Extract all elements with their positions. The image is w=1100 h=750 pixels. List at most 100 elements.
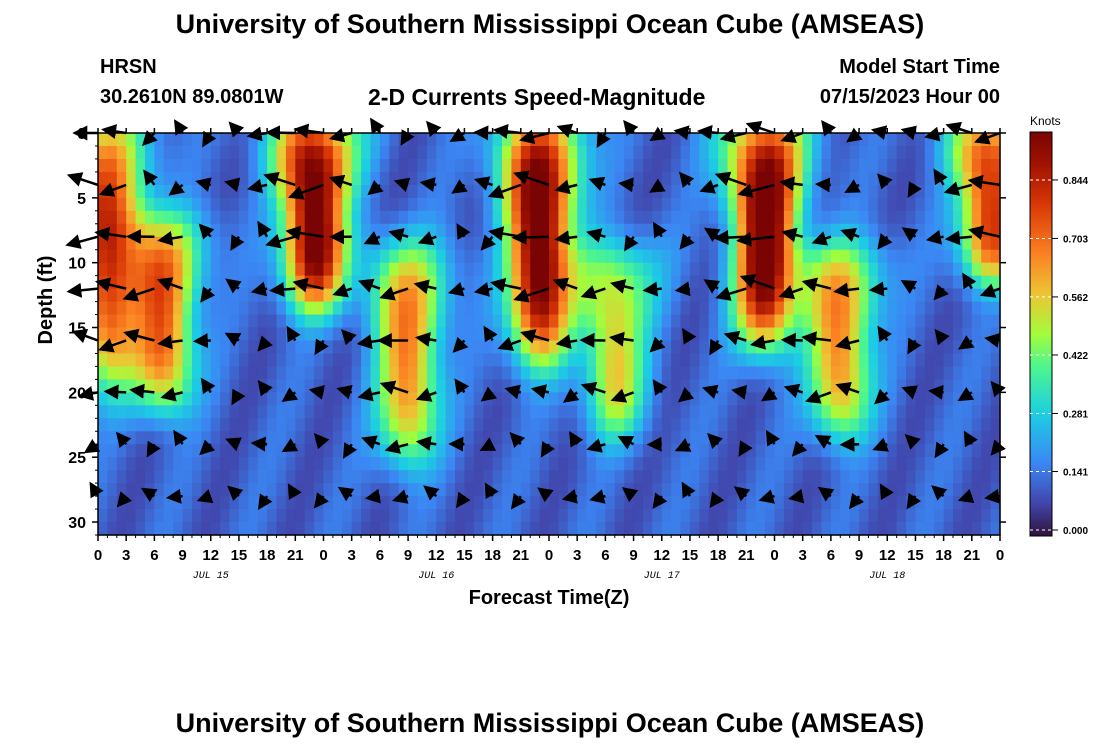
heatmap-cell bbox=[126, 158, 137, 173]
heatmap-cell bbox=[257, 236, 268, 251]
heatmap-cell bbox=[351, 340, 362, 355]
heatmap-cell bbox=[342, 210, 353, 225]
heatmap-cell bbox=[727, 496, 738, 510]
heatmap-cell bbox=[887, 184, 898, 199]
heatmap-cell bbox=[332, 405, 343, 419]
current-vector bbox=[419, 177, 437, 192]
heatmap-cell bbox=[445, 379, 456, 393]
heatmap-cell bbox=[248, 405, 259, 419]
heatmap-cell bbox=[971, 340, 982, 355]
heatmap-cell bbox=[473, 249, 484, 264]
heatmap-cell bbox=[953, 522, 964, 536]
heatmap-cell bbox=[652, 522, 663, 536]
heatmap-cell bbox=[586, 197, 597, 212]
heatmap-cell bbox=[191, 301, 202, 316]
heatmap-cell bbox=[98, 327, 108, 342]
heatmap-cell bbox=[774, 275, 785, 290]
heatmap-cell bbox=[934, 301, 945, 316]
heatmap-cell bbox=[464, 405, 475, 419]
heatmap-cell bbox=[455, 366, 466, 380]
heatmap-cell bbox=[351, 158, 362, 173]
current-vector bbox=[907, 181, 922, 198]
heatmap-cell bbox=[248, 444, 259, 458]
heatmap-cell bbox=[953, 197, 964, 212]
heatmap-cell bbox=[182, 405, 193, 419]
heatmap-cell bbox=[191, 236, 202, 251]
heatmap-cell bbox=[229, 405, 240, 419]
heatmap-cell bbox=[473, 392, 484, 406]
heatmap-cell bbox=[314, 262, 325, 277]
heatmap-cell bbox=[220, 314, 231, 329]
heatmap-cell bbox=[642, 197, 653, 212]
heatmap-cell bbox=[107, 249, 118, 264]
heatmap-cell bbox=[135, 483, 146, 497]
heatmap-cell bbox=[821, 444, 832, 458]
heatmap-cell bbox=[107, 288, 118, 303]
heatmap-cell bbox=[661, 392, 672, 406]
heatmap-cell bbox=[295, 392, 306, 406]
heatmap-cell bbox=[220, 184, 231, 199]
heatmap-cell bbox=[661, 431, 672, 445]
heatmap-cell bbox=[652, 314, 663, 329]
heatmap-cell bbox=[821, 133, 832, 147]
heatmap-cell bbox=[220, 275, 231, 290]
heatmap-cell bbox=[755, 288, 766, 303]
heatmap-cell bbox=[314, 288, 325, 303]
heatmap-cell bbox=[267, 184, 278, 199]
heatmap-cell bbox=[323, 327, 334, 342]
heatmap-cell bbox=[718, 379, 729, 393]
heatmap-cell bbox=[154, 379, 165, 393]
heatmap-cell bbox=[887, 431, 898, 445]
heatmap-cell bbox=[830, 444, 841, 458]
current-vectors bbox=[65, 117, 1006, 510]
heatmap-cell bbox=[859, 301, 870, 316]
heatmap-cell bbox=[210, 210, 221, 225]
heatmap-cell bbox=[793, 249, 804, 264]
heatmap-cell bbox=[351, 327, 362, 342]
heatmap-cell bbox=[98, 288, 108, 303]
heatmap-cell bbox=[154, 483, 165, 497]
heatmap-cell bbox=[934, 340, 945, 355]
heatmap-cell bbox=[971, 327, 982, 342]
current-vector bbox=[157, 334, 183, 350]
heatmap-cell bbox=[661, 133, 672, 147]
heatmap-cell bbox=[624, 418, 635, 432]
heatmap-cell bbox=[699, 133, 710, 147]
heatmap-cell bbox=[201, 457, 212, 471]
heatmap-cell bbox=[953, 431, 964, 445]
heatmap-cell bbox=[877, 379, 888, 393]
heatmap-cell bbox=[915, 197, 926, 212]
heatmap-cell bbox=[126, 340, 137, 355]
heatmap-cell bbox=[577, 431, 588, 445]
heatmap-cell bbox=[821, 262, 832, 277]
heatmap-cell bbox=[868, 340, 879, 355]
heatmap-cell bbox=[830, 275, 841, 290]
heatmap-cell bbox=[887, 301, 898, 316]
heatmap-cell bbox=[586, 431, 597, 445]
heatmap-cell bbox=[539, 171, 550, 186]
x-tick-label: 9 bbox=[629, 547, 637, 564]
heatmap-cell bbox=[765, 184, 776, 199]
heatmap-cell bbox=[680, 145, 691, 160]
heatmap-cell bbox=[896, 366, 907, 380]
heatmap-cell bbox=[830, 496, 841, 510]
heatmap-cell bbox=[144, 210, 155, 225]
heatmap-cell bbox=[182, 522, 193, 536]
heatmap-cell bbox=[116, 158, 127, 173]
current-vector bbox=[160, 386, 183, 402]
heatmap-cell bbox=[389, 314, 400, 329]
heatmap-cell bbox=[267, 353, 278, 368]
heatmap-cell bbox=[586, 145, 597, 160]
heatmap-cell bbox=[220, 496, 231, 510]
heatmap-cell bbox=[586, 184, 597, 199]
heatmap-cell bbox=[530, 392, 541, 406]
current-vector bbox=[817, 486, 835, 502]
heatmap-cell bbox=[351, 275, 362, 290]
heatmap-cell bbox=[765, 340, 776, 355]
heatmap-cell bbox=[671, 249, 682, 264]
heatmap-cell bbox=[530, 301, 541, 316]
heatmap-cell bbox=[285, 249, 296, 264]
current-vector bbox=[231, 388, 246, 406]
heatmap-cell bbox=[220, 522, 231, 536]
heatmap-cell bbox=[220, 210, 231, 225]
